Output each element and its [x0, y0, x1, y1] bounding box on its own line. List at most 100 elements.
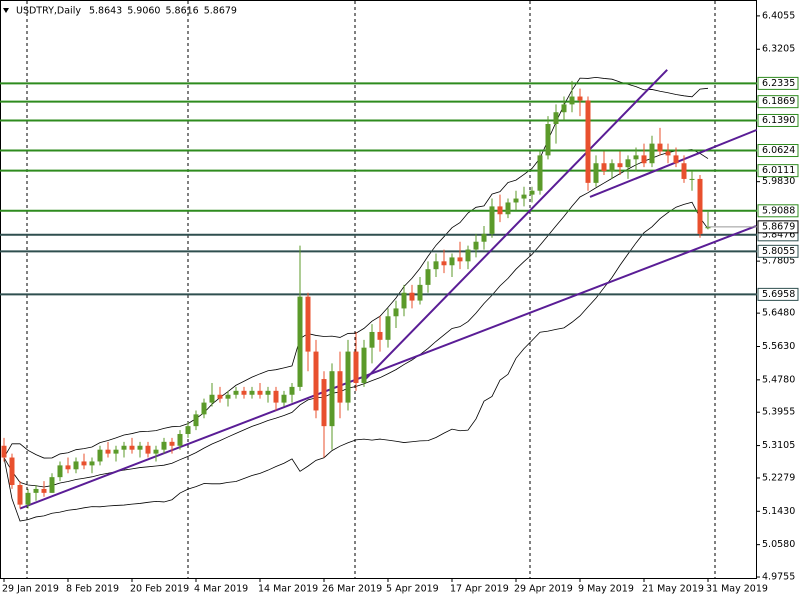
candle-body	[81, 461, 87, 466]
candle-body	[329, 371, 335, 427]
candle-body	[193, 414, 199, 427]
candle-body	[153, 449, 159, 454]
y-tick-label: 5.4780	[762, 374, 795, 385]
candle-body	[617, 163, 623, 168]
level-label-box	[757, 164, 799, 178]
level-label: 6.1390	[762, 115, 795, 126]
candle-body	[17, 485, 23, 505]
candle-body	[345, 351, 351, 403]
last-price-label: 5.8679	[762, 221, 795, 232]
candle-body	[625, 159, 631, 168]
candle-body	[513, 198, 519, 203]
candle-body	[129, 445, 135, 450]
x-tick-label: 29 Jan 2019	[2, 584, 59, 595]
y-tick-label: 5.2279	[762, 472, 795, 483]
candle-body	[305, 296, 311, 352]
candle-body	[497, 206, 503, 215]
candle-body	[521, 194, 527, 199]
candle-body	[593, 163, 599, 183]
candle-body	[185, 426, 191, 434]
x-tick-label: 8 Feb 2019	[66, 584, 119, 595]
candle-body	[201, 402, 207, 415]
candle-body	[9, 457, 15, 486]
candle-body	[281, 394, 287, 403]
ohlc-value: 5.8643	[89, 6, 122, 17]
level-label: 5.9088	[762, 205, 795, 216]
x-tick-label: 20 Feb 2019	[130, 584, 189, 595]
level-label: 5.6958	[762, 289, 795, 300]
candle-body	[177, 433, 183, 446]
candle-body	[553, 112, 559, 124]
bollinger-band	[3, 76, 709, 459]
candle-body	[673, 155, 679, 164]
candle-body	[649, 143, 655, 164]
candle-body	[249, 390, 255, 395]
candle-body	[601, 163, 607, 172]
candle-body	[1, 445, 7, 458]
candle-body	[169, 441, 175, 446]
candle-body	[241, 390, 247, 395]
candle-body	[121, 445, 127, 450]
level-label-box	[757, 244, 799, 258]
candle-body	[97, 449, 103, 462]
x-tick-label: 4 Mar 2019	[194, 584, 248, 595]
candle-body	[457, 257, 463, 262]
level-label: 5.8055	[762, 246, 795, 257]
trendline	[19, 225, 757, 510]
candle-body	[481, 233, 487, 242]
candle-body	[705, 226, 711, 229]
x-tick-label: 26 Mar 2019	[322, 584, 382, 595]
candle-body	[105, 449, 111, 454]
y-tick-label: 5.9830	[762, 176, 795, 187]
level-label: 6.1869	[762, 96, 795, 107]
menu-arrow[interactable]	[3, 8, 9, 13]
candle-body	[265, 390, 271, 395]
bollinger-band	[3, 149, 709, 488]
bollinger-band	[3, 201, 709, 522]
trendline	[364, 69, 668, 381]
y-tick-label: 5.5630	[762, 341, 795, 352]
x-tick-label: 17 Apr 2019	[450, 584, 509, 595]
candle-body	[353, 351, 359, 383]
candle-body	[321, 379, 327, 427]
candle-body	[33, 488, 39, 493]
candle-body	[473, 241, 479, 250]
plot-frame	[0, 0, 757, 579]
candle-body	[537, 155, 543, 191]
candle-body	[65, 465, 71, 470]
candle-body	[25, 492, 31, 505]
candle-body	[529, 190, 535, 195]
candle-body	[297, 296, 303, 387]
x-tick-label: 9 May 2019	[578, 584, 634, 595]
level-label: 6.0111	[762, 165, 795, 176]
y-tick-label: 5.0580	[762, 539, 795, 550]
y-tick-label: 6.3205	[762, 44, 795, 55]
candle-body	[385, 316, 391, 340]
candle-body	[209, 394, 215, 403]
candle-body	[401, 292, 407, 309]
candle-body	[561, 104, 567, 113]
level-label-box	[757, 95, 799, 109]
candle-body	[489, 206, 495, 234]
candle-body	[609, 163, 615, 172]
candle-body	[369, 331, 375, 348]
symbol-title: USDTRY,Daily	[16, 6, 81, 17]
level-label-box	[757, 287, 799, 301]
candle-body	[233, 390, 239, 395]
candle-body	[545, 123, 551, 156]
x-tick-label: 21 May 2019	[642, 584, 704, 595]
candle-body	[657, 143, 663, 152]
candle-body	[569, 96, 575, 105]
candle-body	[577, 96, 583, 101]
level-label: 6.2335	[762, 78, 795, 89]
candle-body	[273, 390, 279, 403]
x-tick-label: 29 Apr 2019	[514, 584, 573, 595]
ohlc-value: 5.8679	[204, 6, 237, 17]
y-tick-label: 5.3105	[762, 440, 795, 451]
x-tick-label: 31 May 2019	[706, 584, 768, 595]
candle-body	[73, 461, 79, 470]
candle-body	[449, 257, 455, 266]
candle-body	[465, 249, 471, 262]
candle-body	[89, 461, 95, 466]
